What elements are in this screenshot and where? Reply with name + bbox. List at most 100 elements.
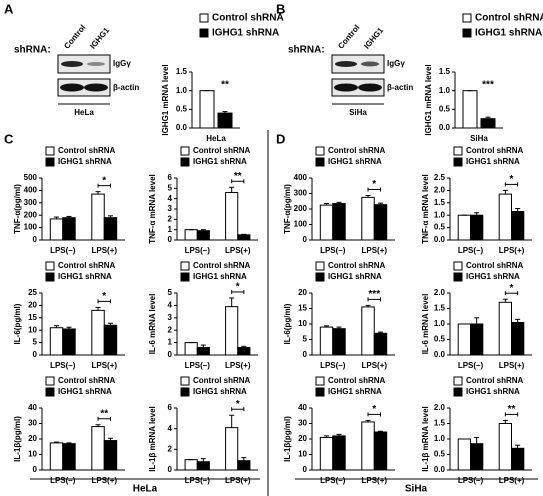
bar bbox=[196, 230, 210, 241]
legend-label: IGHG1 shRNA bbox=[328, 387, 382, 396]
y-tick-label: 0.0 bbox=[434, 235, 446, 244]
y-tick-label: 15 bbox=[28, 313, 37, 322]
significance: ** bbox=[221, 79, 229, 90]
panel-letter: C bbox=[4, 131, 14, 146]
y-axis-label: IL-1β mRNA level bbox=[148, 406, 157, 472]
legend-label: Control shRNA bbox=[328, 146, 386, 155]
footer-label: SiHa bbox=[405, 484, 428, 495]
significance: * bbox=[102, 291, 106, 302]
legend-swatch bbox=[315, 146, 325, 156]
bar bbox=[91, 426, 105, 471]
y-axis-label: IL-1β(pg/ml) bbox=[283, 416, 292, 462]
legend-label: Control shRNA bbox=[328, 376, 386, 385]
x-tick-label: LPS(+) bbox=[361, 476, 387, 485]
bar bbox=[511, 321, 525, 356]
y-tick-label: 0.5 bbox=[434, 450, 446, 459]
x-tick-label: LPS(–) bbox=[185, 246, 211, 255]
y-tick-label: 40 bbox=[28, 403, 37, 412]
legend-label: Control shRNA bbox=[193, 261, 251, 270]
bar bbox=[225, 427, 239, 471]
legend-swatch bbox=[453, 261, 463, 271]
y-tick-label: 0 bbox=[33, 465, 38, 474]
legend-swatch bbox=[45, 261, 55, 271]
x-axis-label: SiHa bbox=[470, 134, 488, 143]
y-tick-label: 1.0 bbox=[439, 86, 451, 95]
y-tick-label: 200 bbox=[24, 210, 38, 219]
panel-letter: B bbox=[276, 1, 285, 16]
y-tick-label: 5 bbox=[168, 183, 173, 192]
blot-prefix: shRNA: bbox=[288, 45, 325, 56]
y-axis-label: TNF-α mRNA level bbox=[421, 174, 430, 244]
bar bbox=[91, 309, 105, 356]
x-tick-label: LPS(+) bbox=[499, 246, 525, 255]
bar bbox=[237, 347, 251, 356]
y-tick-label: 5 bbox=[168, 288, 173, 297]
significance: * bbox=[372, 404, 376, 415]
legend-swatch bbox=[180, 387, 190, 397]
y-tick-label: 20 bbox=[298, 288, 307, 297]
legend-label: IGHG1 shRNA bbox=[475, 28, 542, 39]
y-axis-label: IL-6 mRNA level bbox=[421, 294, 430, 355]
y-tick-label: 2.0 bbox=[434, 186, 446, 195]
legend-label: IGHG1 shRNA bbox=[58, 387, 112, 396]
y-tick-label: 0.5 bbox=[434, 335, 446, 344]
y-tick-label: 100 bbox=[24, 223, 38, 232]
bar bbox=[225, 191, 239, 241]
y-tick-label: 0 bbox=[33, 235, 38, 244]
cell-line: SiHa bbox=[349, 108, 367, 117]
y-axis-label: TNF-α(pg/ml) bbox=[13, 184, 22, 234]
x-tick-label: LPS(–) bbox=[50, 361, 76, 370]
lane-label: IGHG1 bbox=[362, 25, 385, 50]
bar bbox=[319, 326, 334, 356]
bar bbox=[319, 436, 334, 471]
y-tick-label: 0.0 bbox=[176, 123, 188, 132]
bar bbox=[103, 440, 118, 471]
y-tick-label: 30 bbox=[298, 419, 307, 428]
bar bbox=[470, 323, 484, 356]
legend-swatch bbox=[180, 157, 190, 167]
significance: * bbox=[372, 179, 376, 190]
bar bbox=[332, 203, 346, 241]
significance: * bbox=[236, 282, 240, 293]
y-tick-label: 400 bbox=[24, 186, 38, 195]
y-axis-label: IL-6 mRNA level bbox=[148, 294, 157, 355]
bar bbox=[498, 301, 513, 356]
legend-swatch bbox=[45, 387, 55, 397]
y-tick-label: 1.5 bbox=[176, 67, 188, 76]
x-tick-label: LPS(–) bbox=[50, 476, 76, 485]
legend-label: Control shRNA bbox=[193, 376, 251, 385]
y-tick-label: 1 bbox=[168, 338, 173, 347]
legend-swatch bbox=[180, 261, 190, 271]
lane-label: Control bbox=[336, 23, 361, 51]
y-tick-label: 1.5 bbox=[434, 419, 446, 428]
bar bbox=[237, 234, 251, 241]
legend-label: IGHG1 shRNA bbox=[193, 272, 247, 281]
x-tick-label: LPS(+) bbox=[225, 246, 251, 255]
significance: * bbox=[102, 175, 106, 186]
legend-label: Control shRNA bbox=[466, 261, 524, 270]
x-tick-label: LPS(–) bbox=[185, 361, 211, 370]
y-tick-label: 40 bbox=[298, 403, 307, 412]
significance: *** bbox=[368, 289, 380, 300]
bar bbox=[498, 193, 513, 241]
bar bbox=[62, 443, 76, 471]
y-tick-label: 200 bbox=[294, 204, 308, 213]
blot-prefix: shRNA: bbox=[14, 45, 51, 56]
legend-label: IGHG1 shRNA bbox=[328, 157, 382, 166]
bar bbox=[184, 459, 198, 471]
y-tick-label: 2.0 bbox=[434, 288, 446, 297]
y-tick-label: 2 bbox=[168, 214, 173, 223]
x-tick-label: LPS(+) bbox=[499, 476, 525, 485]
bar bbox=[184, 229, 198, 241]
legend-swatch bbox=[199, 28, 209, 38]
y-tick-label: 0 bbox=[168, 350, 173, 359]
legend-swatch bbox=[453, 387, 463, 397]
y-tick-label: 0.5 bbox=[434, 223, 446, 232]
bar bbox=[373, 332, 388, 356]
legend-swatch bbox=[462, 13, 472, 23]
y-tick-label: 0 bbox=[303, 350, 308, 359]
bar bbox=[332, 435, 346, 471]
legend-label: Control shRNA bbox=[58, 376, 116, 385]
bar bbox=[196, 347, 210, 356]
y-tick-label: 5 bbox=[303, 335, 308, 344]
